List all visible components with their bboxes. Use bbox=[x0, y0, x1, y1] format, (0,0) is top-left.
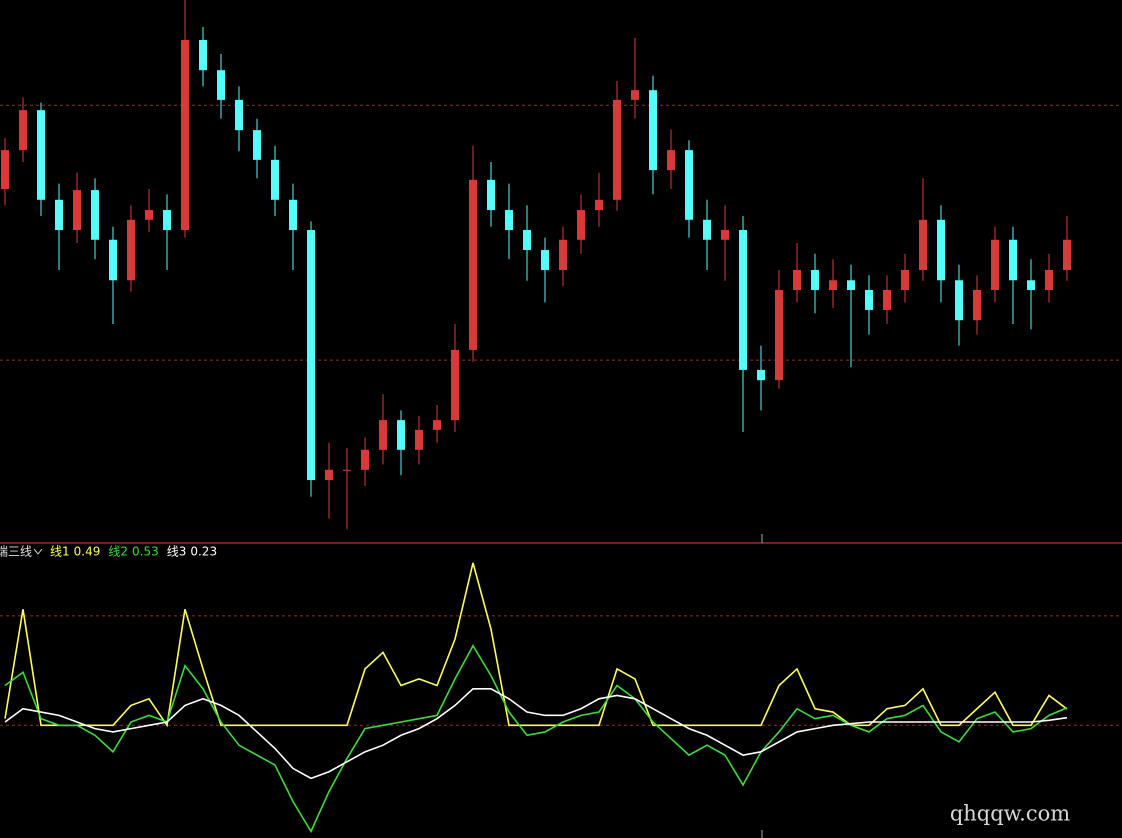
candle-body bbox=[757, 369, 765, 381]
indicator-title: 端三线 bbox=[0, 545, 32, 559]
candle-body bbox=[451, 349, 459, 421]
candle-body bbox=[37, 110, 45, 200]
candle-body bbox=[685, 150, 693, 220]
candle-body bbox=[1045, 270, 1053, 290]
legend-value: 0.53 bbox=[132, 545, 159, 559]
candle-body bbox=[109, 239, 117, 281]
candle-body bbox=[829, 280, 837, 290]
candle-body bbox=[721, 230, 729, 240]
candle-body bbox=[901, 270, 909, 290]
candle-body bbox=[1027, 280, 1035, 290]
candle-body bbox=[919, 219, 927, 270]
dropdown-icon bbox=[33, 548, 43, 555]
candle-body bbox=[487, 179, 495, 211]
candle-body bbox=[469, 179, 477, 350]
legend-name: 线1 bbox=[50, 545, 70, 559]
indicator-line bbox=[4, 688, 1068, 780]
candle-body bbox=[937, 219, 945, 281]
legend-value: 0.49 bbox=[74, 545, 101, 559]
indicator-line bbox=[4, 562, 1068, 728]
candle-body bbox=[289, 199, 297, 231]
candle-body bbox=[253, 130, 261, 160]
candle-body bbox=[127, 219, 135, 281]
candle-body bbox=[577, 210, 585, 240]
legend-name: 线3 bbox=[167, 545, 187, 559]
candle-body bbox=[883, 289, 891, 310]
indicator-line bbox=[4, 644, 1068, 834]
candle-body bbox=[667, 150, 675, 171]
candle-body bbox=[631, 90, 639, 100]
candle-body bbox=[217, 70, 225, 100]
candle-body bbox=[955, 280, 963, 321]
candle-body bbox=[163, 210, 171, 231]
candle-body bbox=[1063, 239, 1071, 270]
candle-body bbox=[397, 420, 405, 450]
candle-body bbox=[271, 159, 279, 200]
candle-body bbox=[199, 39, 207, 71]
candle-body bbox=[703, 219, 711, 240]
candle-body bbox=[343, 469, 351, 471]
candle-body bbox=[505, 210, 513, 231]
candle-body bbox=[973, 289, 981, 321]
candle-body bbox=[55, 199, 63, 231]
candle-body bbox=[595, 199, 603, 211]
candle-body bbox=[811, 270, 819, 290]
legend-value: 0.23 bbox=[190, 545, 217, 559]
candle-body bbox=[523, 230, 531, 251]
candle-body bbox=[541, 250, 549, 270]
candle-body bbox=[73, 190, 81, 231]
candle-body bbox=[1009, 239, 1017, 281]
candle-body bbox=[307, 230, 315, 481]
candle-body bbox=[181, 39, 189, 231]
candle-body bbox=[775, 289, 783, 381]
watermark: qhqqw.com bbox=[950, 802, 1070, 826]
candle-body bbox=[739, 230, 747, 370]
candle-body bbox=[847, 280, 855, 290]
candle-body bbox=[991, 239, 999, 290]
candle-body bbox=[361, 449, 369, 470]
candle-body bbox=[613, 99, 621, 200]
legend-name: 线2 bbox=[108, 545, 128, 559]
candle-body bbox=[559, 239, 567, 270]
candle-body bbox=[91, 190, 99, 240]
candle-body bbox=[415, 429, 423, 450]
candle-body bbox=[649, 90, 657, 171]
candle-body bbox=[793, 270, 801, 290]
candle-body bbox=[1, 150, 9, 189]
candle-body bbox=[235, 99, 243, 131]
candle-body bbox=[145, 210, 153, 220]
candle-body bbox=[433, 420, 441, 430]
candle-body bbox=[379, 420, 387, 450]
candle-body bbox=[865, 289, 873, 310]
candle-body bbox=[19, 110, 27, 151]
candle-body bbox=[325, 469, 333, 481]
